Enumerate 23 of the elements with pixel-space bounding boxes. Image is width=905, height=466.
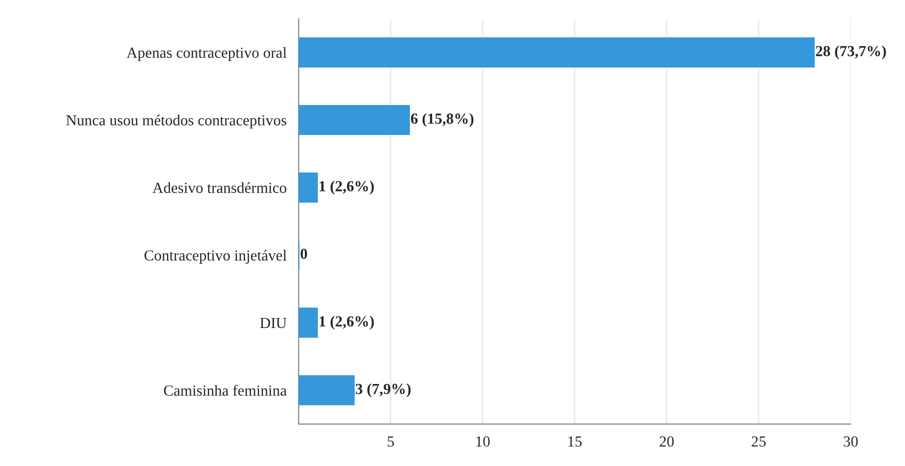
data-label: 1 (2,6%) [320, 180, 374, 194]
data-label: 0 [300, 248, 308, 259]
bar [298, 172, 318, 203]
x-tick-label: 15 [568, 436, 582, 447]
x-tick-label: 10 [476, 436, 490, 447]
x-tick-label: 5 [388, 436, 394, 447]
data-label: 1 (2,6%) [320, 316, 374, 330]
data-label: 6 (15,8%) [410, 113, 474, 127]
bar [298, 37, 815, 68]
x-tick-label: 30 [844, 436, 858, 447]
y-tick-label: DIU [260, 318, 287, 328]
y-tick-label: Adesivo transdérmico [152, 182, 286, 194]
bar [298, 308, 318, 338]
x-tick-label: 25 [752, 436, 766, 447]
bar [298, 375, 355, 406]
x-tick-label: 20 [660, 436, 674, 447]
data-label: 3 (7,9%) [356, 383, 411, 398]
data-label: 28 (73,7%) [816, 45, 886, 60]
y-tick-label: Apenas contraceptivo oral [126, 47, 287, 61]
y-tick-label: Contraceptivo injetável [144, 250, 287, 264]
y-tick-label: Nunca usou métodos contraceptivos [66, 114, 286, 129]
y-tick-label: Camisinha feminina [164, 384, 287, 396]
bar [298, 104, 410, 136]
